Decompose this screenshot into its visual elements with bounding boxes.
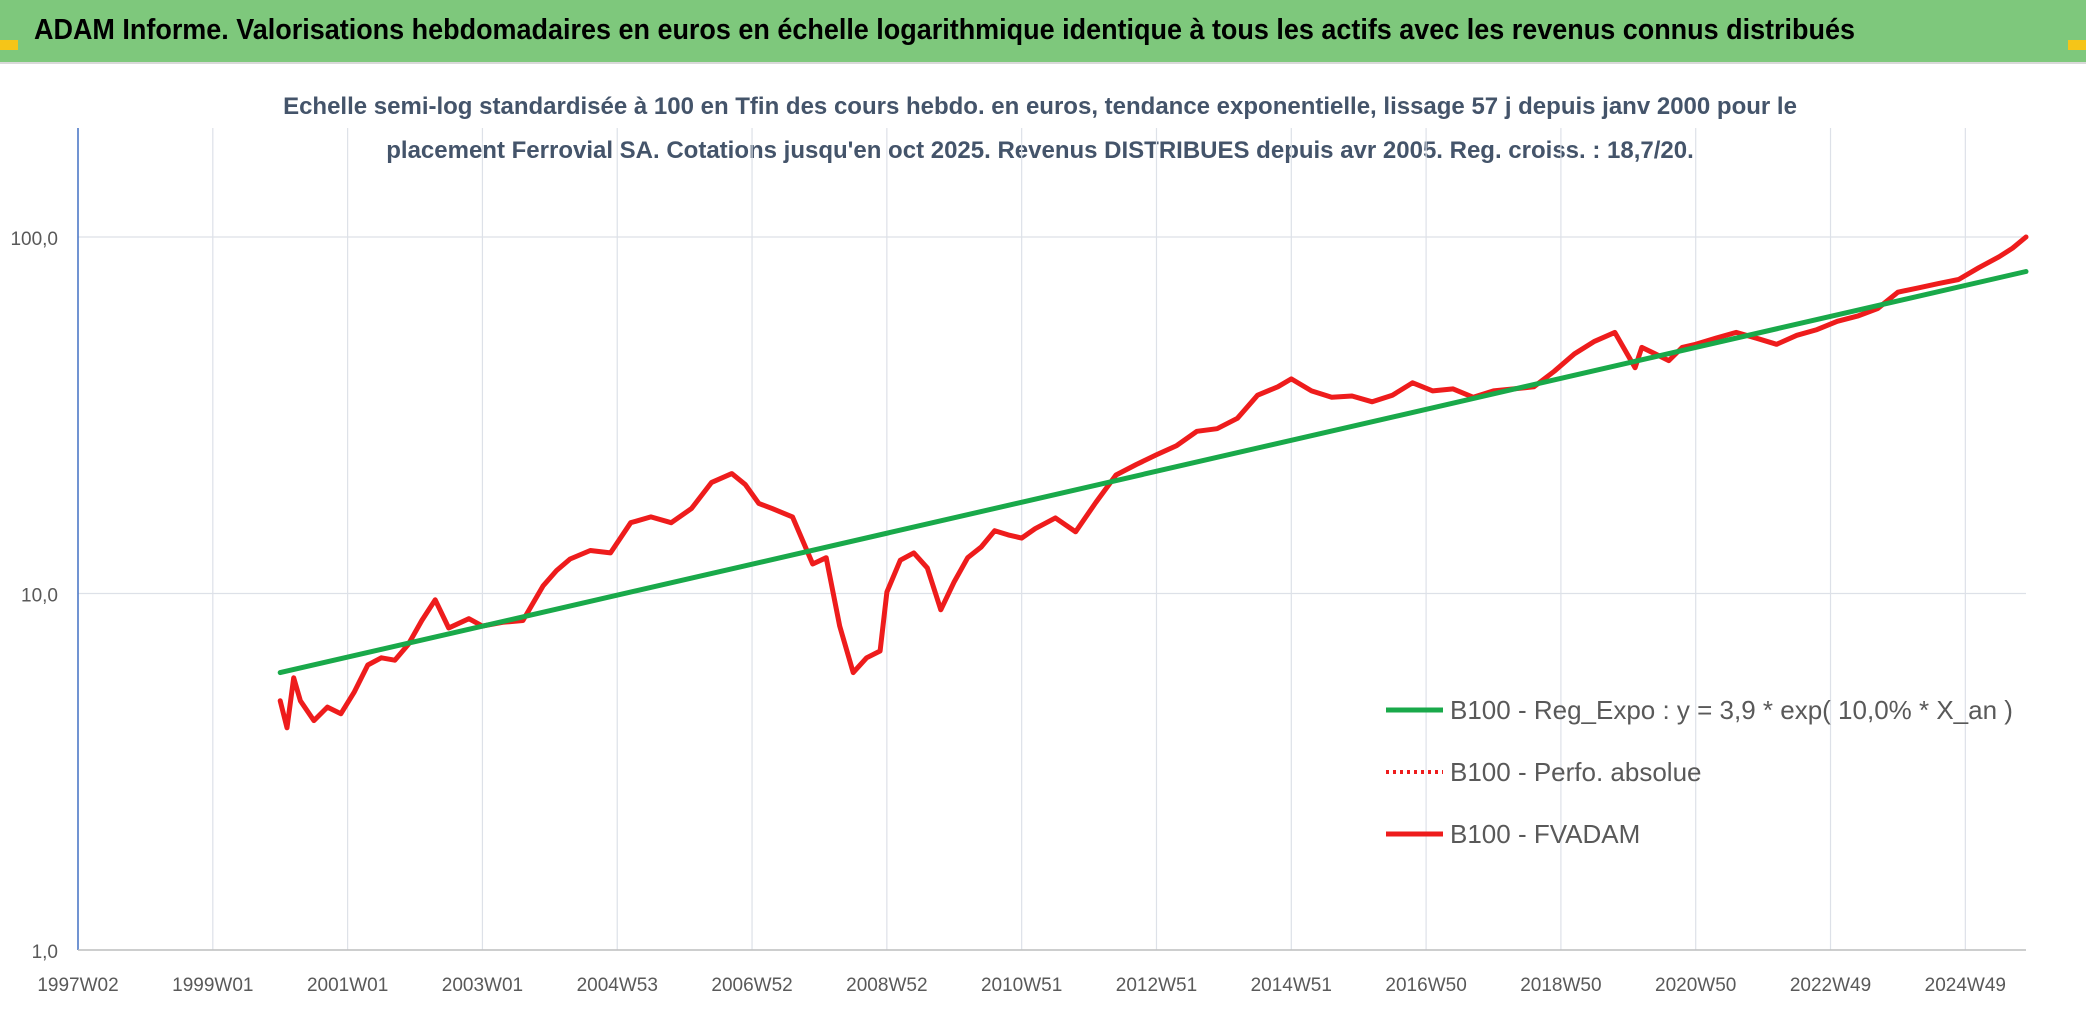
corner-marker-left: [0, 40, 18, 50]
chart-title-line: Echelle semi-log standardisée à 100 en T…: [283, 93, 1797, 120]
legend-label: B100 - Reg_Expo : y = 3,9 * exp( 10,0% *…: [1450, 695, 2013, 725]
legend-label: B100 - FVADAM: [1450, 819, 1640, 849]
x-tick-label: 2014W51: [1251, 975, 1332, 996]
x-tick-label: 2001W01: [307, 975, 388, 996]
y-tick-label: 100,0: [10, 229, 58, 250]
x-tick-label: 2006W52: [711, 975, 792, 996]
x-tick-label: 2012W51: [1116, 975, 1197, 996]
y-tick-label: 10,0: [21, 586, 58, 607]
x-tick-label: 1999W01: [172, 975, 253, 996]
series-line-2: [277, 234, 2029, 731]
x-tick-label: 2016W50: [1385, 975, 1466, 996]
x-tick-label: 2010W51: [981, 975, 1062, 996]
y-tick-label: 1,0: [32, 942, 58, 963]
header-bar: ADAM Informe. Valorisations hebdomadaire…: [0, 0, 2086, 58]
x-tick-label: 2018W50: [1520, 975, 1601, 996]
series-line-0: [277, 269, 2029, 676]
x-tick-label: 2020W50: [1655, 975, 1736, 996]
corner-marker-right: [2068, 40, 2086, 50]
x-tick-label: 2008W52: [846, 975, 927, 996]
page-title: ADAM Informe. Valorisations hebdomadaire…: [34, 14, 1855, 46]
x-tick-label: 2004W53: [577, 975, 658, 996]
x-tick-label: 2024W49: [1925, 975, 2006, 996]
legend-label: B100 - Perfo. absolue: [1450, 757, 1702, 787]
x-tick-label: 1997W02: [37, 975, 118, 996]
chart-title-line: placement Ferrovial SA. Cotations jusqu'…: [386, 137, 1694, 164]
x-tick-label: 2022W49: [1790, 975, 1871, 996]
x-tick-label: 2003W01: [442, 975, 523, 996]
